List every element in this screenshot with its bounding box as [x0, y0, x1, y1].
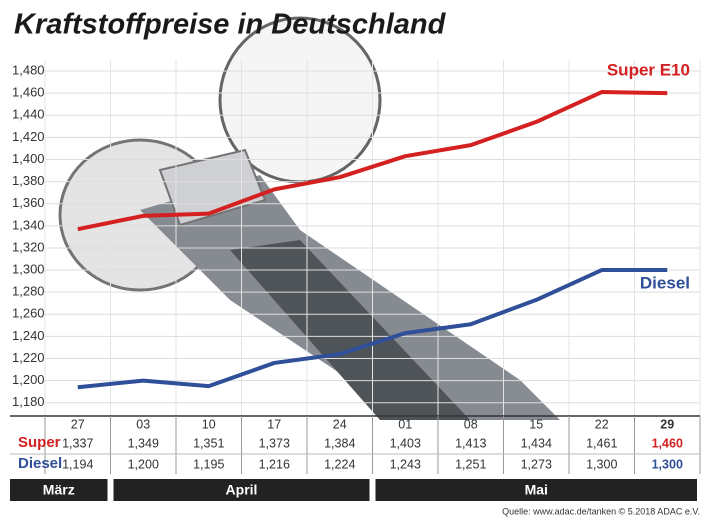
- month-label: April: [226, 482, 258, 498]
- month-bar: [375, 479, 697, 501]
- value-label: 1,200: [128, 457, 159, 471]
- x-tick-label: 15: [529, 417, 543, 431]
- y-tick-label: 1,320: [12, 239, 45, 254]
- y-tick-label: 1,260: [12, 306, 45, 321]
- y-tick-label: 1,340: [12, 217, 45, 232]
- x-tick-label: 27: [71, 417, 85, 431]
- x-tick-label: 01: [398, 417, 412, 431]
- value-label: 1,373: [259, 436, 290, 450]
- value-label: 1,300: [652, 457, 683, 471]
- value-label: 1,413: [455, 436, 486, 450]
- value-label: 1,460: [652, 436, 683, 450]
- value-label: 1,461: [586, 436, 617, 450]
- y-tick-label: 1,180: [12, 394, 45, 409]
- value-label: 1,224: [324, 457, 355, 471]
- source: Quelle: www.adac.de/tanken © 5.2018 ADAC…: [502, 506, 700, 516]
- x-tick-label: 08: [464, 417, 478, 431]
- series-label: Diesel: [640, 274, 690, 293]
- series-label: Super E10: [607, 61, 690, 80]
- value-label: 1,194: [62, 457, 93, 471]
- y-tick-label: 1,460: [12, 85, 45, 100]
- month-bar: [10, 479, 108, 501]
- x-tick-label: 24: [333, 417, 347, 431]
- y-tick-label: 1,380: [12, 173, 45, 188]
- y-tick-label: 1,400: [12, 151, 45, 166]
- line-series: [77, 268, 668, 390]
- value-label: 1,349: [128, 436, 159, 450]
- x-tick-label: 17: [267, 417, 281, 431]
- month-bar: [113, 479, 370, 501]
- line-series: [77, 90, 668, 232]
- value-label: 1,251: [455, 457, 486, 471]
- value-label: 1,351: [193, 436, 224, 450]
- y-tick-label: 1,280: [12, 284, 45, 299]
- value-label: 1,337: [62, 436, 93, 450]
- x-tick-label: 29: [660, 417, 674, 431]
- y-tick-label: 1,480: [12, 62, 45, 77]
- value-label: 1,195: [193, 457, 224, 471]
- y-tick-label: 1,200: [12, 372, 45, 387]
- value-label: 1,243: [390, 457, 421, 471]
- x-tick-label: 03: [136, 417, 150, 431]
- row-label: Diesel: [18, 455, 62, 472]
- y-tick-label: 1,300: [12, 261, 45, 276]
- x-tick-label: 10: [202, 417, 216, 431]
- value-label: 1,216: [259, 457, 290, 471]
- y-tick-label: 1,420: [12, 129, 45, 144]
- y-tick-label: 1,360: [12, 195, 45, 210]
- chart-title: Kraftstoffpreise in Deutschland: [14, 9, 447, 41]
- value-label: 1,273: [521, 457, 552, 471]
- value-label: 1,384: [324, 436, 355, 450]
- y-tick-label: 1,220: [12, 350, 45, 365]
- value-label: 1,434: [521, 436, 552, 450]
- row-label: Super: [18, 434, 61, 451]
- y-tick-label: 1,240: [12, 328, 45, 343]
- x-tick-label: 22: [595, 417, 609, 431]
- month-label: Mai: [525, 482, 548, 498]
- value-label: 1,300: [586, 457, 617, 471]
- y-tick-label: 1,440: [12, 107, 45, 122]
- month-label: März: [43, 482, 75, 498]
- value-label: 1,403: [390, 436, 421, 450]
